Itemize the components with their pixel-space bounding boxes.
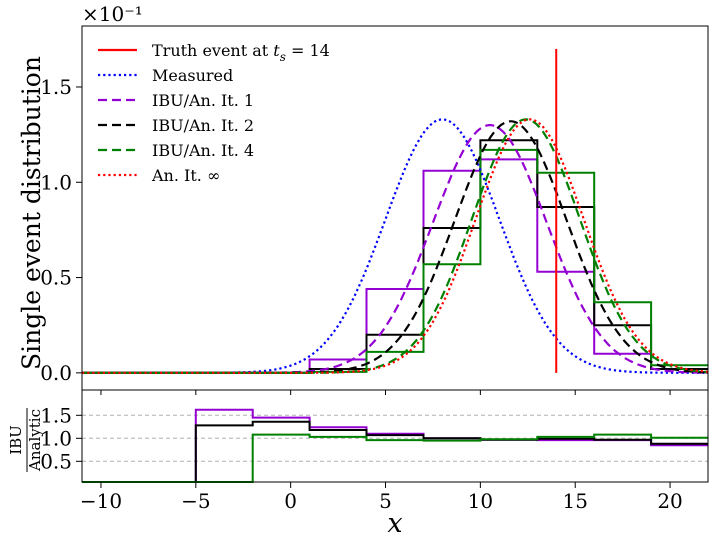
ratio-step-ibu-an-it-4	[82, 433, 708, 483]
histogram-ibu-an-it-1	[82, 158, 708, 374]
ratio-step-ibu-an-it-1	[82, 408, 708, 483]
legend-tail: = 14	[286, 41, 330, 60]
x-tick-label: 20	[657, 489, 682, 513]
legend-text: IBU/An. It. 1	[152, 91, 254, 110]
x-tick-label: 5	[379, 489, 392, 513]
x-tick-label: 0	[284, 489, 297, 513]
curve-an-it	[82, 118, 709, 374]
y-axis-label: Single event distribution	[17, 56, 46, 370]
ratio-y-tick-label: 1.5	[40, 403, 72, 427]
y-tick-label: 1.0	[40, 170, 72, 194]
ratio-y-tick-label: 1.0	[40, 426, 72, 450]
ratio-y-tick-label: 0.5	[40, 449, 72, 473]
legend: Truth event at ts = 14 Measured IBU/An. It…	[98, 41, 330, 185]
legend-label-an-it: An. It. ∞	[151, 166, 220, 185]
ratio-label-denominator: Analytic	[26, 409, 44, 472]
legend-text: Truth event at	[152, 41, 273, 60]
legend-text: Measured	[152, 66, 233, 85]
ratio-step-ibu-an-it-2	[82, 420, 708, 483]
x-tick-label: 10	[468, 489, 493, 513]
x-axis-label: x	[387, 508, 402, 539]
legend-text: IBU/An. It. 2	[152, 116, 254, 135]
legend-label-measured: Measured	[152, 66, 233, 85]
ratio-label-numerator: IBU	[7, 425, 25, 455]
legend-subscript: s	[280, 50, 286, 64]
legend-label-ibu-an-it-1: IBU/An. It. 1	[152, 91, 254, 110]
x-tick-label: −5	[181, 489, 210, 513]
ratio-plot-frame	[81, 389, 709, 483]
x-tick-label: −10	[80, 489, 122, 513]
legend-label-ibu-an-it-4: IBU/An. It. 4	[152, 141, 254, 160]
y-tick-label: 1.5	[40, 75, 72, 99]
x-tick-label: 15	[562, 489, 587, 513]
legend-label-ibu-an-it-2: IBU/An. It. 2	[152, 116, 254, 135]
y-tick-label: 0.0	[40, 361, 72, 385]
legend-math-t: t	[273, 41, 280, 60]
ratio-panel: 0.51.01.5 −10 −5 0 5 10 15 20 IBU Analytic x	[7, 389, 709, 539]
legend-text: An. It. ∞	[151, 166, 220, 185]
legend-text: IBU/An. It. 4	[152, 141, 254, 160]
y-axis-multiplier: ×10⁻¹	[82, 2, 143, 26]
y-tick-label: 0.5	[40, 266, 72, 290]
main-panel: 0.0 0.5 1.0 1.5 Truth event at ts = 14 Measu…	[17, 2, 709, 395]
legend-label-truth-event-at-ts: Truth event at ts = 14	[152, 41, 330, 64]
